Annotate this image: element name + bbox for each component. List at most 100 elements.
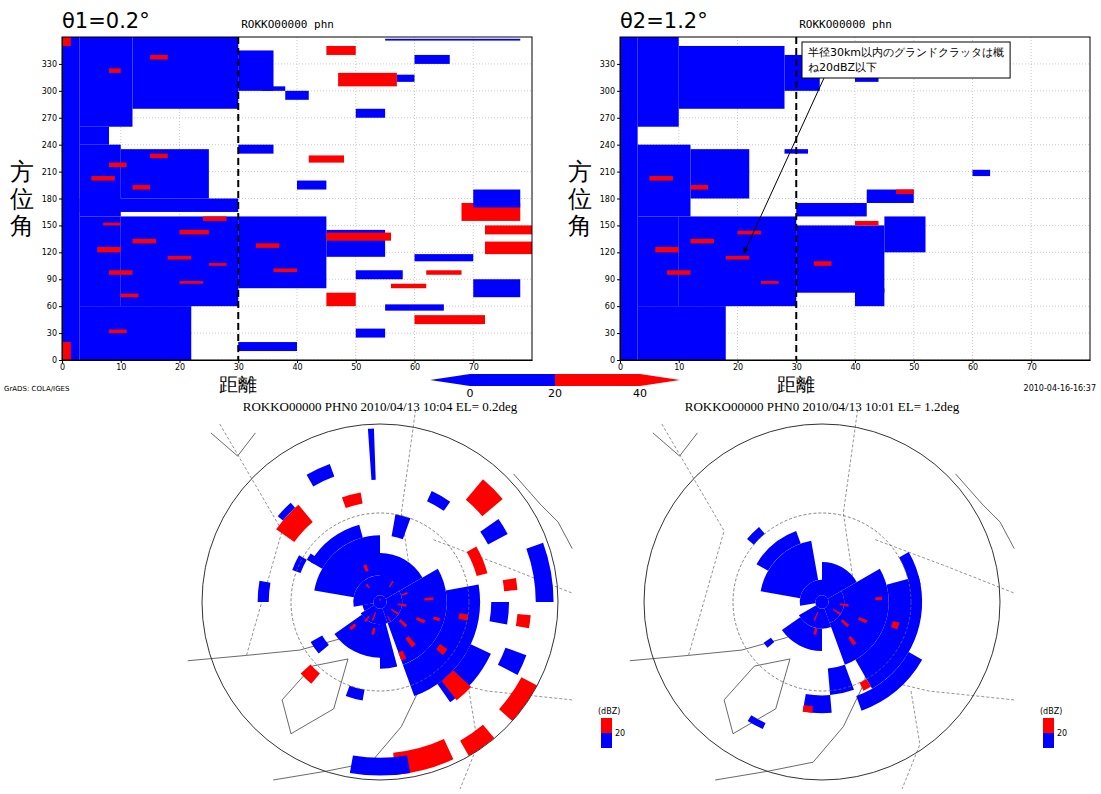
range-azimuth-panel: 0102030405060700306090120150180210240270… bbox=[568, 9, 1091, 395]
echo-sector bbox=[346, 686, 365, 701]
tick: 60 bbox=[968, 360, 978, 372]
echo-cell bbox=[285, 91, 309, 100]
axis-line bbox=[62, 38, 63, 361]
tick: 330 bbox=[42, 60, 62, 69]
echo-sector bbox=[389, 581, 394, 587]
echo-sector bbox=[458, 613, 468, 620]
echo-sector bbox=[856, 652, 922, 711]
echo-cell bbox=[691, 185, 709, 189]
echo-sector bbox=[860, 679, 871, 691]
echo-sector bbox=[314, 535, 380, 597]
echo-sector bbox=[399, 619, 407, 627]
tick-label: 270 bbox=[42, 114, 57, 123]
echo-sector bbox=[466, 479, 503, 516]
tick-label: 120 bbox=[42, 248, 57, 257]
tick-mark bbox=[617, 279, 620, 280]
echo-sector bbox=[372, 612, 377, 621]
echo-cell bbox=[397, 75, 415, 82]
echo-sector bbox=[436, 644, 447, 655]
coastline bbox=[653, 433, 698, 456]
plot-frame bbox=[620, 37, 1090, 360]
echo-sector bbox=[748, 715, 766, 729]
tick-label: 330 bbox=[600, 60, 615, 69]
tick-label: 180 bbox=[42, 195, 57, 204]
echo-cell bbox=[109, 270, 133, 274]
tick: 70 bbox=[1027, 360, 1037, 372]
timestamp: 2010-04-16-16:37 bbox=[1024, 384, 1096, 393]
tick-label: 40 bbox=[292, 363, 302, 372]
echo-sector bbox=[803, 705, 813, 713]
echo-cell bbox=[415, 315, 486, 324]
echo-cell bbox=[655, 247, 679, 252]
echo-cells bbox=[620, 37, 990, 360]
echo-cell bbox=[415, 55, 450, 64]
echo-cell bbox=[679, 216, 797, 306]
tick-mark bbox=[59, 306, 62, 307]
axis-title: 方位角 bbox=[568, 158, 592, 240]
tick-label: 70 bbox=[469, 363, 479, 372]
tick: 120 bbox=[42, 248, 62, 257]
tick: 120 bbox=[600, 248, 620, 257]
echo-cell bbox=[385, 39, 520, 41]
map-legend: (dBZ)20 bbox=[1040, 707, 1067, 748]
echo-cell bbox=[473, 190, 520, 208]
range-ring bbox=[202, 424, 558, 780]
echo-sector bbox=[848, 636, 856, 645]
tick-label: 240 bbox=[600, 141, 615, 150]
tick: 10 bbox=[674, 360, 684, 372]
echo-cell bbox=[150, 55, 168, 59]
echo-cell bbox=[121, 294, 139, 298]
echo-sector bbox=[875, 597, 882, 600]
tick-label: 210 bbox=[42, 168, 57, 177]
echo-sector bbox=[368, 429, 376, 480]
echo-cell bbox=[121, 149, 209, 198]
tick-mark bbox=[59, 333, 62, 334]
echo-cell bbox=[884, 216, 925, 252]
echo-sector bbox=[442, 670, 471, 700]
echo-sector bbox=[362, 603, 374, 611]
echo-cell bbox=[326, 233, 391, 241]
echo-sector bbox=[406, 636, 416, 647]
echo-cell bbox=[391, 284, 426, 288]
echo-cell bbox=[62, 37, 80, 360]
echo-sector bbox=[375, 540, 380, 558]
echo-cell bbox=[326, 46, 355, 55]
echo-sector bbox=[424, 597, 433, 600]
echo-sector bbox=[516, 614, 531, 628]
echo-cell bbox=[168, 256, 192, 260]
tick-mark bbox=[59, 91, 62, 92]
tick-label: 10 bbox=[116, 363, 126, 372]
tick-mark bbox=[617, 172, 620, 173]
tick-label: 10 bbox=[674, 363, 684, 372]
echo-sector bbox=[814, 612, 819, 621]
colorbar-segment bbox=[470, 374, 555, 386]
echo-sector bbox=[379, 599, 381, 602]
echo-sector bbox=[899, 552, 921, 587]
echo-sector bbox=[276, 505, 313, 542]
echo-cell bbox=[691, 239, 715, 243]
echo-sector bbox=[891, 621, 899, 629]
echo-sector bbox=[258, 581, 271, 602]
echo-sector bbox=[380, 553, 422, 599]
echo-sector bbox=[498, 648, 526, 675]
echo-sector bbox=[815, 595, 828, 608]
echo-cell bbox=[80, 306, 192, 360]
echo-sector bbox=[380, 599, 381, 602]
prefecture-border bbox=[662, 424, 724, 655]
tick-mark bbox=[617, 306, 620, 307]
echo-cell bbox=[485, 225, 532, 234]
echo-sector bbox=[334, 615, 380, 658]
echo-sector bbox=[433, 616, 440, 621]
axis-title: 距離 bbox=[777, 373, 815, 395]
echo-cell bbox=[133, 239, 157, 243]
echo-sector bbox=[387, 615, 391, 621]
tick-mark bbox=[59, 279, 62, 280]
tick-mark bbox=[59, 145, 62, 146]
tick-label: 330 bbox=[42, 60, 57, 69]
tick-label: 50 bbox=[351, 363, 361, 372]
echo-sector bbox=[503, 578, 518, 591]
legend-title: (dBZ) bbox=[1040, 707, 1062, 716]
tick-label: 120 bbox=[600, 248, 615, 257]
tick-label: 30 bbox=[234, 363, 244, 372]
tick-label: 150 bbox=[42, 221, 57, 230]
